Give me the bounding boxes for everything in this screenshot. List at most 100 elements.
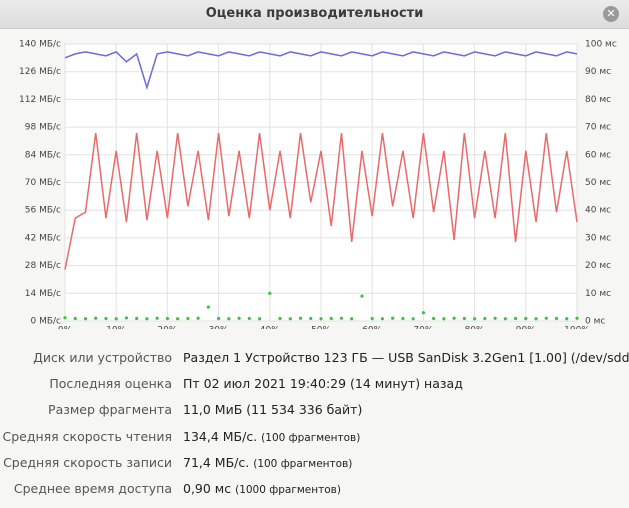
y2-tick-label: 10 мс xyxy=(585,289,611,299)
info-row: Средняя скорость записи 71,4 МБ/с. (100 ф… xyxy=(0,455,629,477)
access-point xyxy=(135,316,139,321)
access-point xyxy=(339,316,344,320)
y-tick-label: 14 МБ/с xyxy=(25,289,61,299)
title-bar: Оценка производительности ✕ xyxy=(0,0,629,29)
y-tick-label: 70 МБ/с xyxy=(25,178,61,188)
access-point xyxy=(257,317,262,321)
info-label: Средняя скорость записи xyxy=(3,454,172,470)
access-point xyxy=(83,317,88,321)
access-point xyxy=(493,316,497,320)
chart: 0 МБ/с 14 МБ/с 28 МБ/с 42 МБ/с 56 МБ/с 70 МБ/… xyxy=(19,40,617,330)
dialog-title: Оценка производительности xyxy=(205,6,424,21)
access-point xyxy=(268,291,272,295)
x-tick-label: 20% xyxy=(157,326,177,330)
info-value: Пт 02 июл 2021 19:40:29 (14 минут) назад xyxy=(183,376,463,391)
y2-tick-label: 40 мс xyxy=(585,206,611,216)
y-tick-label: 126 МБ/с xyxy=(19,67,61,77)
info-label: Последняя оценка xyxy=(49,376,172,392)
access-point xyxy=(176,317,180,321)
x-tick-label: 90% xyxy=(516,326,536,330)
y2-tick-label: 100 мс xyxy=(585,40,617,50)
access-point xyxy=(319,317,323,321)
x-tick-label: 50% xyxy=(311,326,331,330)
access-point xyxy=(380,317,385,321)
info-value-text: 134,4 МБ/с. xyxy=(183,428,258,444)
info-value: 134,4 МБ/с. (100 фрагментов) xyxy=(183,429,360,444)
info-label: Среднее время доступа xyxy=(13,481,172,496)
access-point xyxy=(186,316,190,321)
access-point xyxy=(565,317,569,321)
info-value-text: 71,4 МБ/с. xyxy=(183,454,250,470)
access-point xyxy=(483,316,487,321)
close-button[interactable]: ✕ xyxy=(603,6,619,22)
access-point xyxy=(114,317,118,321)
x-tick-label: 0% xyxy=(58,326,73,330)
info-value-text: 0,90 мс xyxy=(183,481,232,496)
info-row: Средняя скорость чтения 134,4 МБ/с. (100 … xyxy=(0,429,629,451)
y2-tick-label: 60 мс xyxy=(585,150,611,160)
info-label: Диск или устройство xyxy=(33,350,172,365)
access-point xyxy=(391,316,395,320)
info-label: Размер фрагмента xyxy=(48,402,172,418)
access-point xyxy=(462,316,466,321)
x-tick-label: 10% xyxy=(106,326,126,330)
access-point xyxy=(534,317,538,321)
access-point xyxy=(503,317,507,321)
info-row: Размер фрагмента 11,0 МиБ (11 534 336 бай… xyxy=(0,402,629,424)
info-row: Среднее время доступа 0,90 мс (1000 фрагм… xyxy=(0,481,629,503)
y2-tick-label: 20 мс xyxy=(585,261,611,271)
x-tick-label: 70% xyxy=(413,326,433,330)
info-value: 71,4 МБ/с. (100 фрагментов) xyxy=(183,455,352,470)
access-point xyxy=(432,316,436,321)
y-tick-label: 98 МБ/с xyxy=(25,123,61,133)
access-point xyxy=(350,317,354,321)
access-point xyxy=(196,316,200,320)
y-tick-label: 56 МБ/с xyxy=(25,206,61,216)
access-point xyxy=(104,316,108,321)
access-point xyxy=(94,316,98,320)
access-point xyxy=(554,316,559,321)
access-point xyxy=(442,317,446,321)
info-note: (1000 фрагментов) xyxy=(235,484,341,496)
info-row: Диск или устройство Раздел 1 Устройство 1… xyxy=(0,350,629,372)
access-point xyxy=(411,317,415,321)
access-point xyxy=(421,311,425,315)
y2-tick-label: 90 мс xyxy=(585,67,611,77)
access-point xyxy=(165,316,169,321)
y-tick-label: 84 МБ/с xyxy=(25,150,61,160)
info-value-text: Раздел 1 Устройство 123 ГБ — USB SanDisk… xyxy=(183,350,629,365)
y-tick-label: 0 МБ/с xyxy=(30,317,61,327)
access-point xyxy=(247,316,251,321)
y2-tick-label: 70 мс xyxy=(585,123,611,133)
x-tick-label: 60% xyxy=(362,326,382,330)
info-label: Средняя скорость чтения xyxy=(2,428,172,444)
y-tick-label: 42 МБ/с xyxy=(25,233,61,243)
access-point xyxy=(473,317,477,321)
access-point xyxy=(360,294,364,298)
x-tick-label: 40% xyxy=(260,326,280,330)
x-tick-label: 30% xyxy=(209,326,229,330)
access-point xyxy=(288,317,292,321)
access-point xyxy=(370,316,374,321)
info-row: Последняя оценка Пт 02 июл 2021 19:40:29 … xyxy=(0,376,629,398)
y2-tick-label: 50 мс xyxy=(585,178,611,188)
access-point xyxy=(217,316,221,321)
access-point xyxy=(145,317,149,321)
access-point xyxy=(73,316,77,321)
access-point xyxy=(309,316,313,321)
x-tick-label: 100% xyxy=(564,326,590,330)
info-value-text: Пт 02 июл 2021 19:40:29 (14 минут) назад xyxy=(183,376,463,392)
series-line xyxy=(64,51,578,91)
access-point xyxy=(237,316,241,320)
info-note: (100 фрагментов) xyxy=(253,457,353,470)
info-note: (100 фрагментов) xyxy=(261,431,361,444)
access-point xyxy=(452,316,456,320)
access-point xyxy=(329,316,333,321)
x-tick-label: 80% xyxy=(465,326,485,330)
y2-tick-label: 30 мс xyxy=(585,233,611,243)
access-point xyxy=(544,316,548,320)
info-value: Раздел 1 Устройство 123 ГБ — USB SanDisk… xyxy=(183,350,629,365)
access-point xyxy=(63,316,67,320)
y-tick-label: 112 МБ/с xyxy=(19,95,61,105)
